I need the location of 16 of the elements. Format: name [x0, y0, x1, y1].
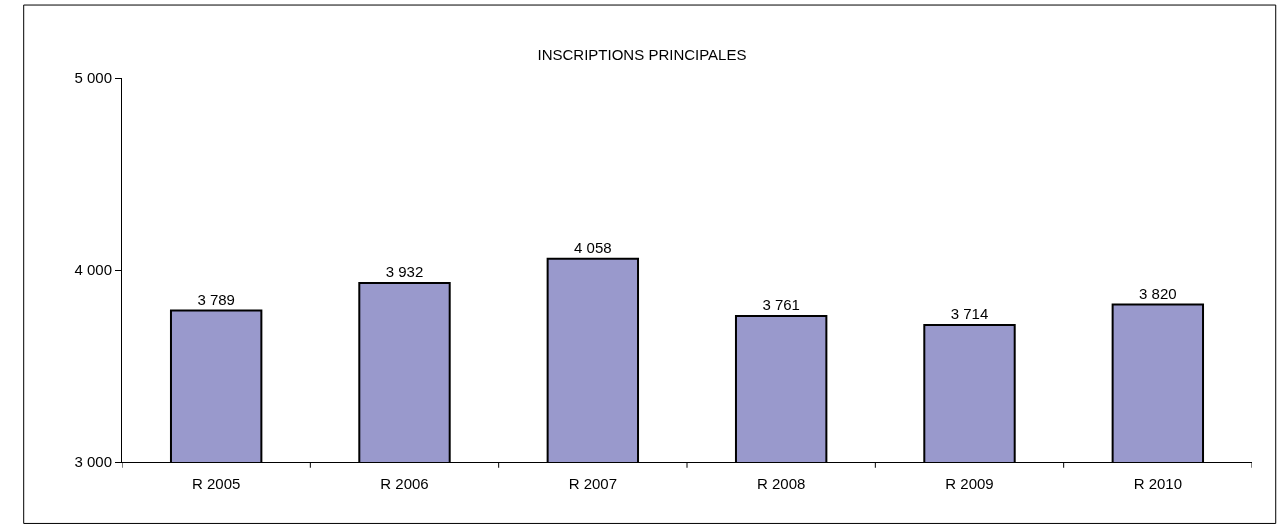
- data-label: 3 714: [950, 304, 989, 322]
- data-label: 4 058: [574, 238, 612, 256]
- x-tick-label: R 2006: [380, 475, 429, 492]
- chart-title: INSCRIPTIONS PRINCIPALES: [537, 46, 747, 64]
- data-label: 3 761: [762, 295, 800, 313]
- data-label: 3 820: [1139, 284, 1177, 302]
- x-tick-label: R 2007: [568, 475, 618, 492]
- data-label: 3 789: [197, 290, 235, 308]
- x-tick-label: R 2010: [1133, 475, 1183, 492]
- x-tick-label: R 2009: [945, 475, 994, 492]
- y-tick-label: 3 000: [74, 453, 112, 471]
- data-label: 3 932: [385, 263, 424, 281]
- y-tick-label: 5 000: [74, 69, 112, 87]
- x-tick-label: R 2005: [191, 475, 241, 492]
- x-tick-label: R 2008: [756, 475, 806, 492]
- y-tick-label: 4 000: [74, 261, 112, 279]
